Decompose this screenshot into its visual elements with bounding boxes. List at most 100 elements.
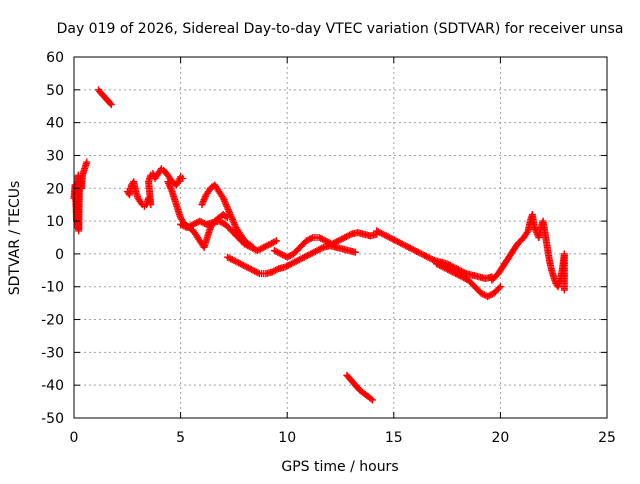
data-point-fill: [357, 387, 365, 395]
series-mid-band-b: [270, 229, 381, 261]
data-point-fill: [291, 258, 299, 266]
data-point-fill: [512, 243, 520, 251]
data-point-fill: [421, 252, 429, 260]
chart-title: Day 019 of 2026, Sidereal Day-to-day VTE…: [57, 21, 624, 37]
data-point-fill: [473, 272, 481, 280]
series-high-arc-b: [198, 181, 257, 251]
data-point-fill: [133, 192, 141, 200]
y-tick-label: 20: [46, 181, 64, 197]
data-point-fill: [225, 224, 233, 232]
data-point-fill: [492, 272, 500, 280]
data-point-fill: [162, 169, 170, 177]
data-point-fill: [131, 186, 139, 194]
data-point-fill: [349, 379, 357, 387]
data-point-fill: [267, 268, 275, 276]
y-tick-label: -10: [41, 280, 64, 296]
x-tick-label: 20: [491, 430, 509, 446]
data-point-fill: [105, 98, 113, 106]
data-point-fill: [325, 238, 333, 246]
data-point-fill: [475, 287, 483, 295]
x-tick-label: 0: [70, 430, 79, 446]
data-point-fill: [461, 275, 469, 283]
data-point-fill: [376, 229, 384, 237]
data-point-fill: [560, 284, 568, 292]
data-point-fill: [233, 258, 241, 266]
data-point-fill: [427, 255, 435, 263]
data-point-fill: [343, 246, 351, 254]
data-point-fill: [274, 248, 282, 256]
y-tick-label: 50: [46, 83, 64, 99]
data-point-fill: [495, 284, 503, 292]
series-afternoon-decline: [373, 227, 496, 283]
data-point-fill: [338, 235, 346, 243]
data-point-fill: [547, 265, 555, 273]
data-point-fill: [523, 229, 531, 237]
y-tick-label: 60: [46, 50, 64, 66]
data-point-fill: [367, 395, 375, 403]
data-point-fill: [366, 394, 374, 402]
plot-frame: [73, 56, 608, 419]
data-point-fill: [80, 166, 88, 174]
data-point-fill: [280, 252, 288, 260]
data-point-fill: [414, 248, 422, 256]
data-point-fill: [207, 219, 215, 227]
data-point-fill: [313, 234, 321, 241]
data-point-fill: [455, 271, 463, 279]
data-point-fill: [448, 268, 456, 276]
data-point-fill: [402, 242, 410, 250]
data-point-fill: [156, 166, 164, 174]
data-point-fill: [252, 268, 260, 276]
data-point-fill: [246, 265, 254, 273]
data-point-fill: [81, 163, 89, 171]
data-point-fill: [345, 374, 353, 382]
data-point-fill: [316, 245, 324, 253]
data-point-fill: [499, 263, 507, 271]
data-point-fill: [242, 238, 250, 246]
data-point-fill: [310, 248, 318, 256]
data-point-fill: [395, 238, 403, 246]
data-point-fill: [530, 222, 538, 230]
data-point-fill: [354, 384, 362, 392]
data-point-fill: [180, 222, 188, 230]
data-point-fill: [269, 238, 277, 246]
data-point-fill: [271, 266, 279, 274]
data-point-fill: [176, 174, 184, 182]
y-tick-label: 30: [46, 148, 64, 164]
data-point-fill: [172, 199, 180, 207]
data-point-fill: [254, 269, 262, 277]
data-point-fill: [331, 238, 339, 246]
y-tick-label: -30: [41, 345, 64, 361]
y-tick-label: 0: [55, 247, 64, 263]
series-mid-band-a: [177, 217, 281, 255]
data-point-fill: [442, 265, 450, 273]
data-point-fill: [389, 235, 397, 243]
data-point-fill: [300, 239, 308, 247]
data-point-fill: [467, 271, 475, 279]
data-point-fill: [286, 252, 294, 260]
series-evening-rise: [488, 211, 568, 294]
data-point-fill: [199, 219, 207, 227]
data-point-fill: [337, 245, 345, 253]
data-point-fill: [223, 202, 231, 210]
data-point-fill: [306, 235, 314, 243]
data-point-fill: [344, 232, 352, 240]
series-morning-arc: [123, 165, 187, 210]
data-point-fill: [79, 170, 87, 178]
data-point-fill: [408, 245, 416, 253]
data-point-fill: [487, 291, 495, 299]
data-point-fill: [307, 234, 315, 242]
data-point-fill: [293, 246, 301, 254]
data-point-fill: [318, 235, 326, 243]
data-point-fill: [257, 245, 265, 253]
y-tick-label: 10: [46, 214, 64, 230]
series-afternoon-lower: [432, 260, 504, 301]
data-point-fill: [106, 99, 114, 107]
grid-layer: [74, 57, 607, 418]
data-point-fill: [303, 252, 311, 260]
data-point-fill: [361, 390, 369, 398]
data-layer: [70, 86, 568, 404]
data-point-fill: [227, 212, 235, 220]
data-point-fill: [517, 236, 525, 244]
